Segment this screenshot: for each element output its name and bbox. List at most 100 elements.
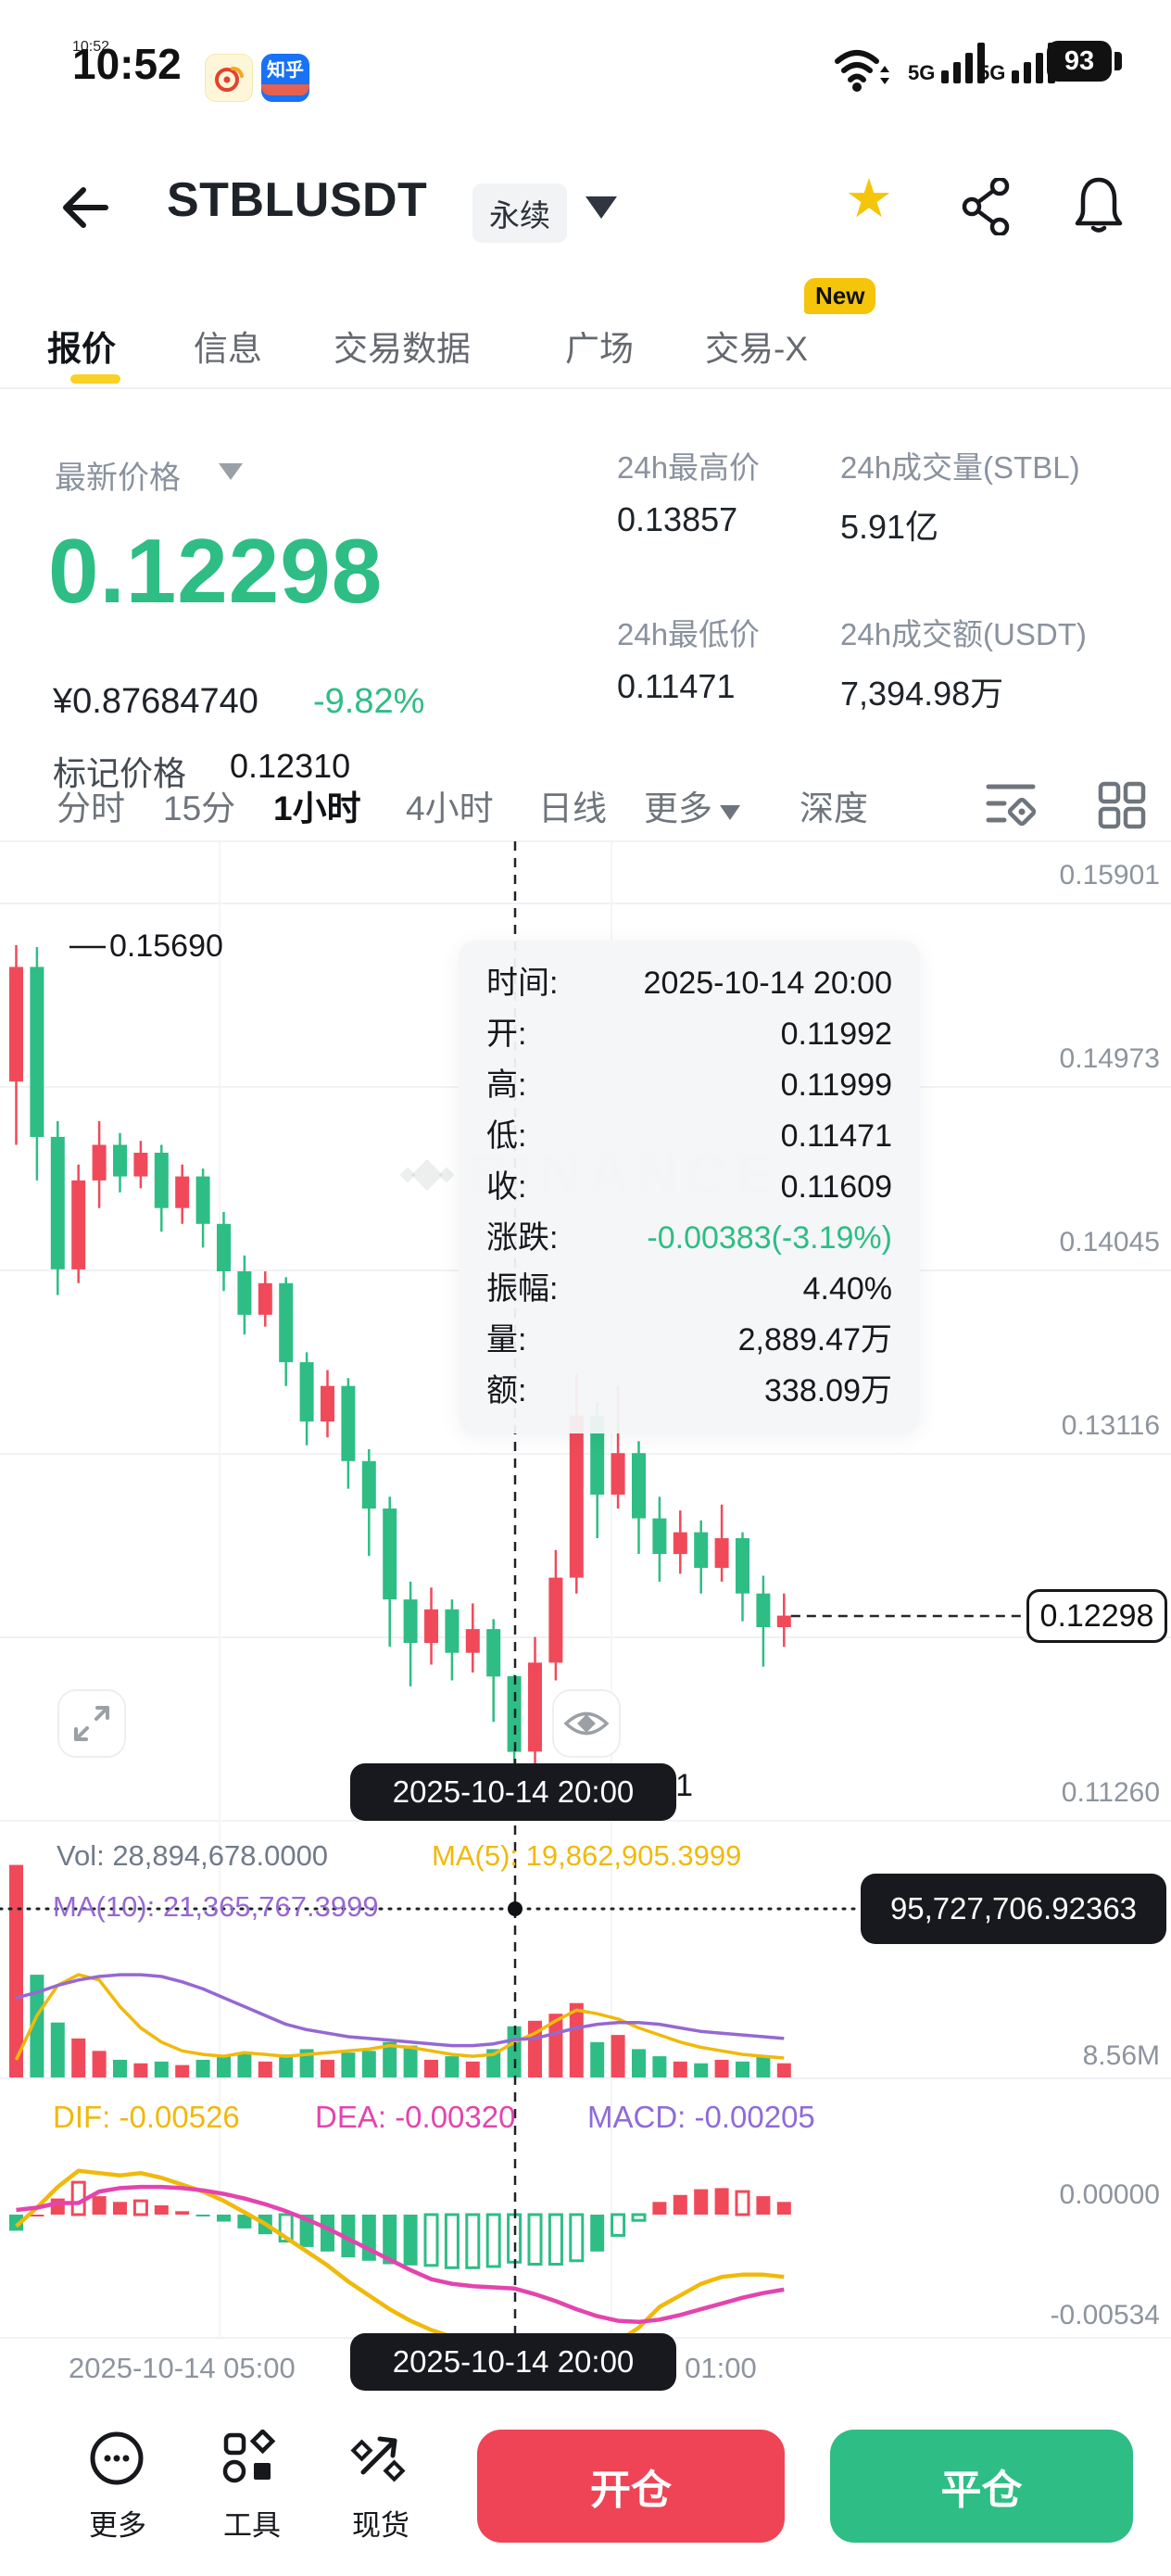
symbol-dropdown-caret[interactable] — [586, 196, 617, 219]
tip-time-label: 时间: — [486, 966, 559, 1001]
tools-button-label[interactable]: 工具 — [223, 2509, 281, 2542]
tip-high-value: 0.11999 — [780, 1067, 892, 1103]
last-price-tag: 0.12298 — [1026, 1589, 1167, 1643]
tip-open-value: 0.11992 — [780, 1017, 892, 1052]
close-position-button[interactable]: 平仓 — [830, 2430, 1133, 2543]
more-button-label[interactable]: 更多 — [89, 2509, 146, 2542]
battery-indicator: 93 — [1047, 41, 1122, 82]
favorite-star-icon[interactable]: ★ — [845, 169, 893, 229]
battery-nub — [1114, 52, 1122, 70]
change-percent: -9.82% — [313, 682, 425, 721]
spot-button-label[interactable]: 现货 — [352, 2509, 409, 2542]
active-tab-underline — [70, 374, 120, 384]
battery-percent: 93 — [1047, 41, 1112, 82]
tip-change-label: 涨跌: — [486, 1220, 559, 1256]
tf-daily[interactable]: 日线 — [538, 789, 607, 827]
tip-amplitude-value: 4.40% — [802, 1271, 892, 1307]
high-24h-value: 0.13857 — [617, 500, 738, 538]
fullscreen-expand-button[interactable] — [57, 1689, 126, 1758]
candle-tooltip: 时间: 2025-10-14 20:00 开: 0.11992 高: 0.11999 … — [459, 941, 920, 1433]
vol-ma5-label: MA(5): 19,862,905.3999 — [432, 1839, 742, 1872]
tf-more-caret — [720, 805, 740, 820]
tf-depth[interactable]: 深度 — [800, 789, 868, 827]
back-button[interactable] — [59, 185, 109, 234]
high-24h-label: 24h最高价 — [617, 450, 761, 485]
high-annotation: 0.15690 — [109, 928, 223, 964]
tab-info[interactable]: 信息 — [194, 330, 262, 368]
tip-high-label: 高: — [486, 1067, 527, 1103]
spot-icon[interactable] — [350, 2430, 406, 2490]
contract-type-badge: 永续 — [472, 183, 567, 243]
crosshair-eye-button[interactable] — [552, 1689, 621, 1758]
status-time: 10:52 — [72, 39, 110, 55]
mark-price-value: 0.12310 — [230, 747, 351, 785]
network-type-label: 5G — [908, 61, 936, 84]
vol-axis-label: 8.56M — [1082, 2040, 1160, 2071]
bell-icon[interactable] — [1073, 174, 1125, 238]
tab-square[interactable]: 广场 — [565, 330, 634, 368]
macd-dif-label: DIF: -0.00526 — [53, 2100, 240, 2134]
low-24h-label: 24h最低价 — [617, 617, 761, 651]
share-icon[interactable] — [962, 176, 1010, 240]
wifi-icon — [832, 44, 891, 97]
cell-signal-icon-1: 5G — [908, 37, 988, 85]
indicator-settings-icon[interactable] — [984, 778, 1038, 837]
last-price-label[interactable]: 最新价格 — [55, 461, 181, 496]
tf-time-share[interactable]: 分时 — [57, 789, 125, 827]
grid-layout-icon[interactable] — [1097, 780, 1147, 835]
open-position-button[interactable]: 开仓 — [477, 2430, 785, 2543]
price-axis-label-5: 0.11260 — [1061, 1777, 1160, 1808]
mark-price-label: 标记价格 — [53, 754, 187, 792]
weibo-app-icon — [205, 54, 253, 102]
more-icon[interactable] — [88, 2430, 145, 2492]
last-price-value: 0.12298 — [48, 520, 384, 622]
cny-price: ¥0.87684740 — [53, 682, 258, 721]
tip-close-label: 收: — [486, 1169, 527, 1205]
network-type-label-2: 5G — [978, 61, 1006, 84]
new-badge: New — [804, 278, 876, 314]
tip-turnover-value: 338.09万 — [764, 1373, 892, 1408]
tf-15m[interactable]: 15分 — [163, 789, 236, 827]
macd-axis-zero: 0.00000 — [1059, 2179, 1160, 2210]
tip-amplitude-label: 振幅: — [486, 1271, 559, 1307]
crosshair-date-tag-macd: 2025-10-14 20:00 — [350, 2333, 676, 2391]
tip-volume-label: 量: — [486, 1322, 527, 1357]
tip-low-value: 0.11471 — [780, 1118, 892, 1154]
crosshair-date-tag-main: 2025-10-14 20:00 — [350, 1763, 676, 1821]
last-price-caret[interactable] — [219, 463, 243, 480]
price-axis-label-2: 0.14973 — [1059, 1043, 1160, 1074]
turnover-24h-label: 24h成交额(USDT) — [840, 617, 1087, 651]
vol-value-label: Vol: 28,894,678.0000 — [57, 1839, 329, 1872]
clock-text: 10:52 — [72, 40, 182, 88]
tools-icon[interactable] — [220, 2428, 276, 2490]
tab-trade-data[interactable]: 交易数据 — [334, 330, 471, 368]
volume-24h-label: 24h成交量(STBL) — [840, 450, 1080, 485]
tip-close-value: 0.11609 — [780, 1169, 892, 1205]
price-axis-label-4: 0.13116 — [1061, 1410, 1160, 1441]
zhihu-app-icon: 知乎 — [261, 54, 309, 102]
price-axis-label-3: 0.14045 — [1059, 1227, 1160, 1257]
x-axis-label-left: 2025-10-14 05:00 — [69, 2352, 296, 2384]
tip-turnover-label: 额: — [486, 1373, 527, 1408]
price-axis-label-1: 0.15901 — [1059, 860, 1160, 890]
tip-open-label: 开: — [486, 1017, 527, 1052]
symbol-title: STBLUSDT — [167, 173, 428, 227]
macd-dea-label: DEA: -0.00320 — [315, 2100, 516, 2134]
macd-axis-min: -0.00534 — [1050, 2300, 1160, 2330]
macd-value-label: MACD: -0.00205 — [587, 2100, 815, 2134]
tip-time-value: 2025-10-14 20:00 — [643, 966, 892, 1001]
low-24h-value: 0.11471 — [617, 667, 736, 705]
tf-1h[interactable]: 1小时 — [273, 789, 361, 827]
tf-more[interactable]: 更多 — [644, 780, 740, 830]
tf-4h[interactable]: 4小时 — [406, 789, 494, 827]
tip-low-label: 低: — [486, 1118, 527, 1154]
zhihu-banner — [261, 84, 309, 95]
tab-quote[interactable]: 报价 — [47, 330, 116, 368]
turnover-24h-value: 7,394.98万 — [840, 675, 1004, 713]
tip-volume-value: 2,889.47万 — [737, 1322, 892, 1357]
tab-trade-x[interactable]: 交易-X — [705, 330, 808, 368]
vol-ma10-label: MA(10): 21,365,767.3999 — [53, 1890, 379, 1923]
zhihu-glyph: 知乎 — [267, 60, 304, 81]
tf-more-label: 更多 — [644, 789, 712, 827]
